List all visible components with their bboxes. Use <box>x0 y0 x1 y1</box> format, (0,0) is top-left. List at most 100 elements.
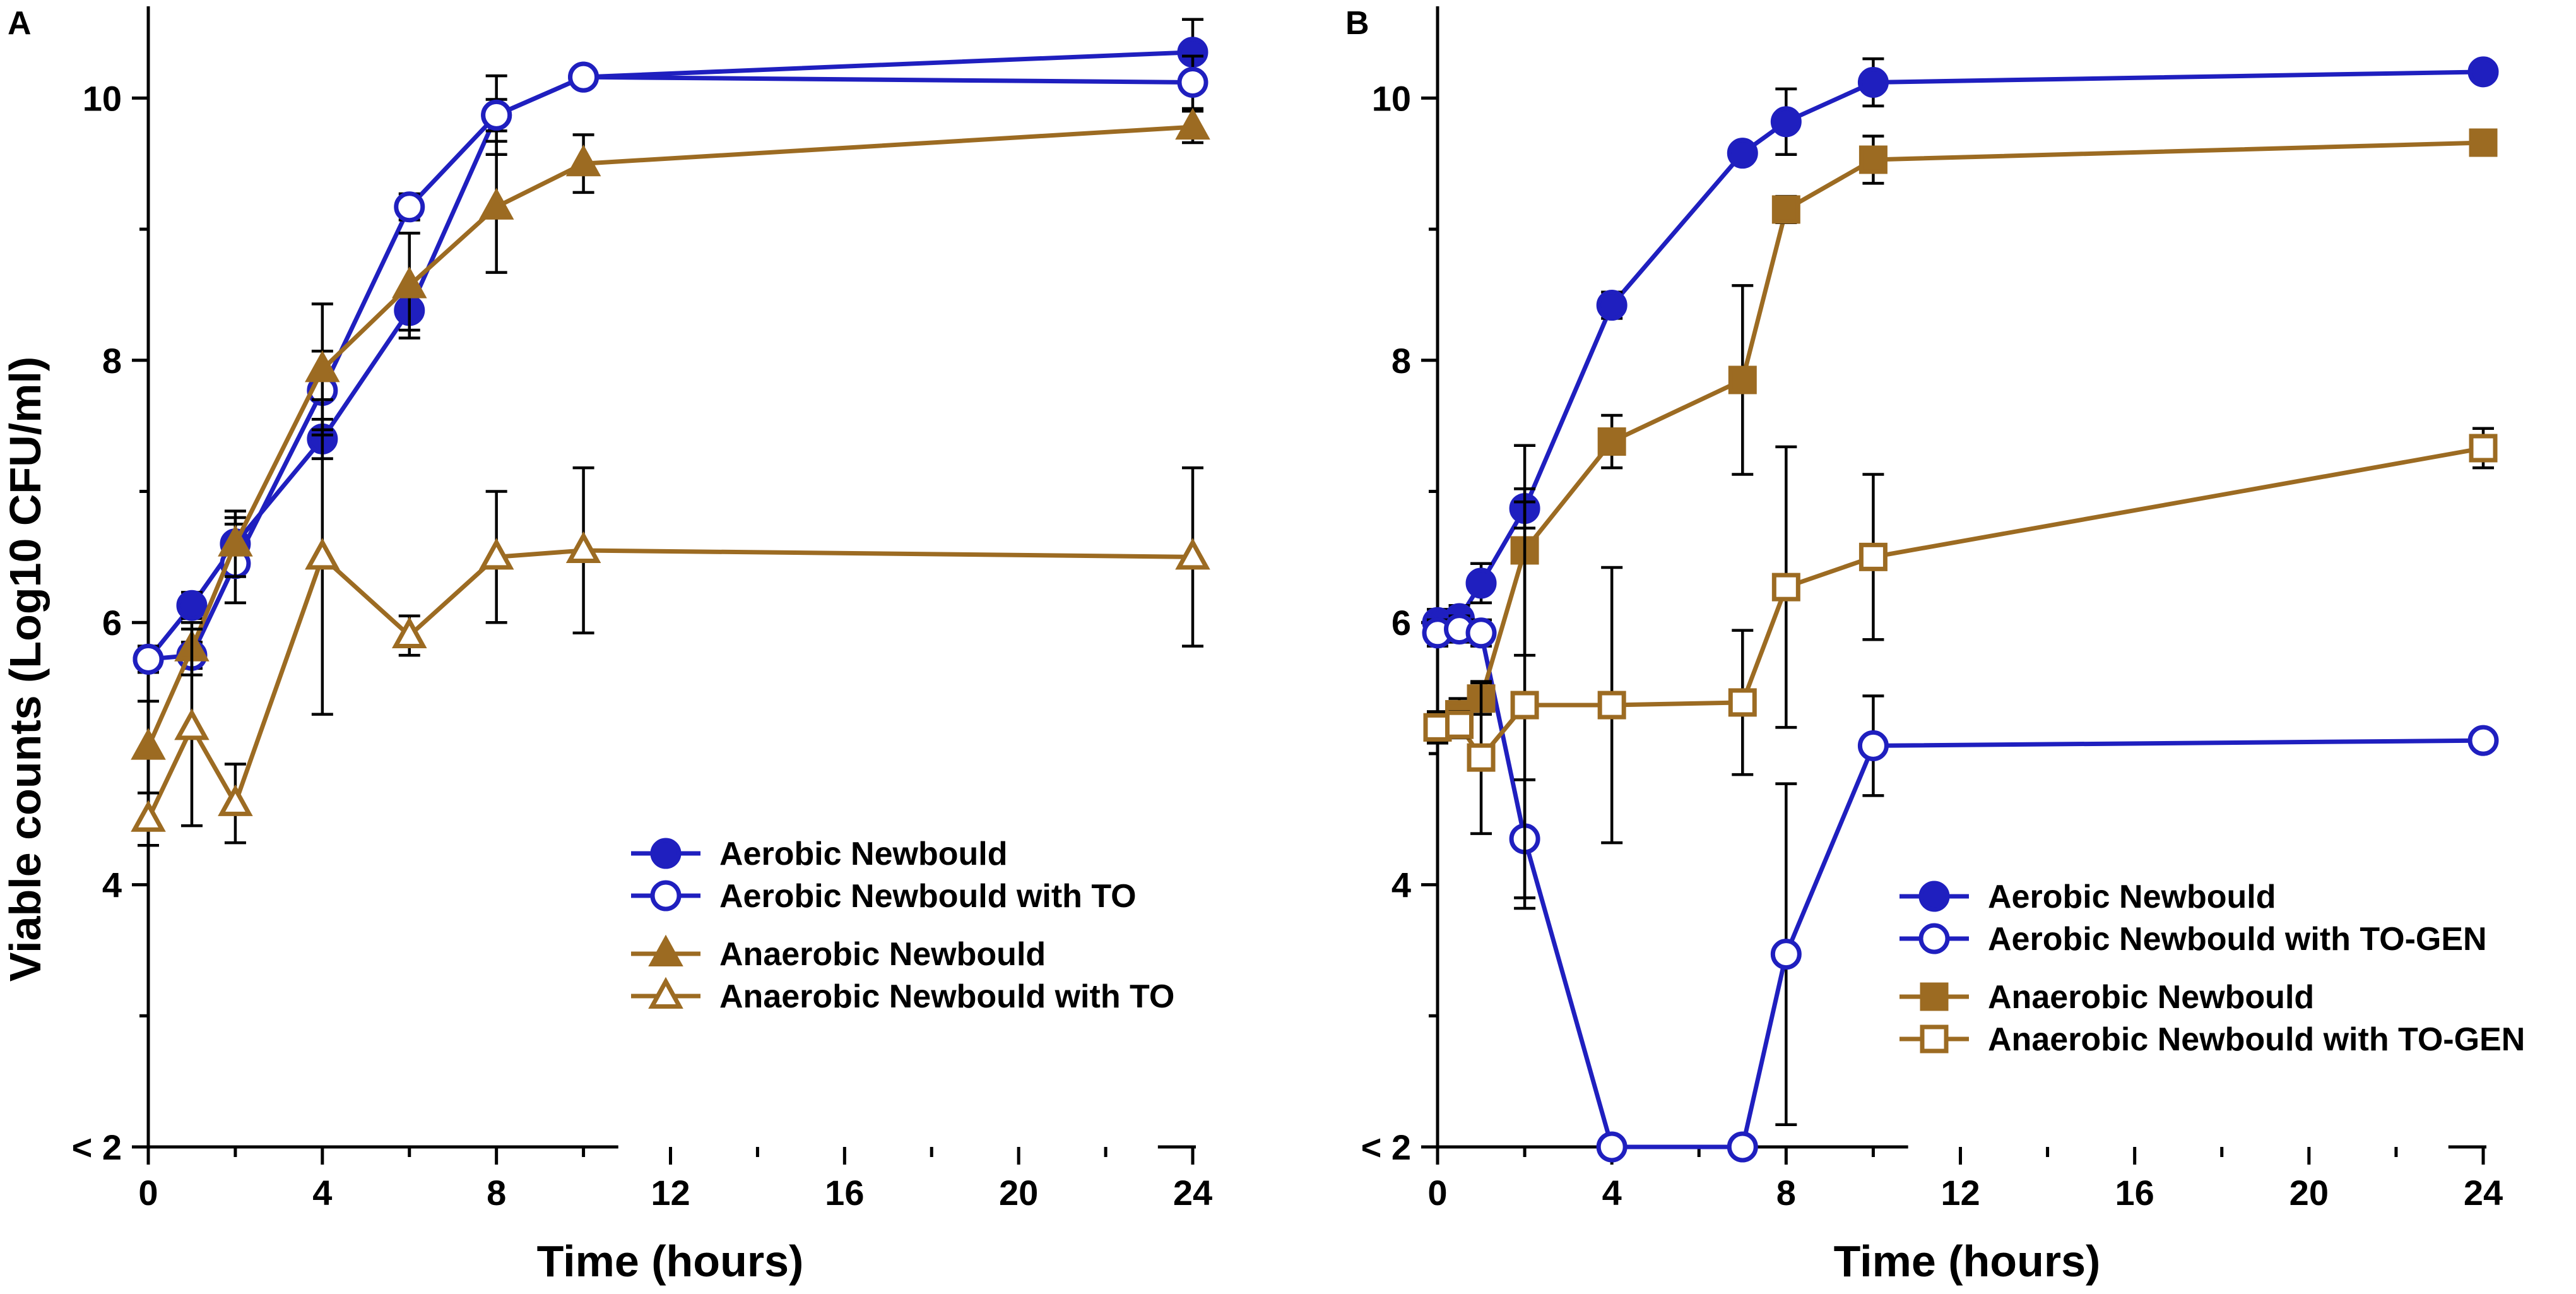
panel-b-anaerobic-newbould-with-to-gen-line <box>1437 446 2484 760</box>
panel-b-anaerobic-newbould-point <box>1771 195 1800 224</box>
panel-b-anaerobic-newbould-with-to-gen-point <box>2469 434 2498 463</box>
panel-b-legend-anaerobic-newbould-swatch-marker <box>1920 982 1949 1011</box>
panel-b-x-tick-label: 16 <box>2115 1173 2154 1213</box>
panel-b-aerobic-newbould-with-to-gen-point <box>1465 617 1497 649</box>
panel-b-axes: < 2 4 6 8 10 0 4 8 12 16 20 24 <box>1361 6 2503 1213</box>
panel-b-anaerobic-newbould-series <box>1423 128 2498 745</box>
panel-b-aerobic-newbould-point <box>2467 56 2499 88</box>
panel-a-anaerobic-newbould-point <box>391 266 427 299</box>
panel-a-aerobic-newbould-point <box>176 590 208 621</box>
panel-a-series-layer <box>131 18 1210 847</box>
panel-a-anaerobic-newbould-point <box>478 187 514 220</box>
panel-b-legend-anaerobic-newbould-with-to-gen: Anaerobic Newbould with TO-GEN <box>1900 1021 2525 1058</box>
panel-a-legend-aerobic-newbould-label: Aerobic Newbould <box>719 836 1007 872</box>
panel-b-y-tick-label: 8 <box>1391 341 1411 381</box>
panel-b-x-axis-title: Time (hours) <box>1834 1237 2101 1286</box>
panel-a-legend-anaerobic-newbould-with-to-swatch-marker <box>648 976 683 1009</box>
panel-a: A < 2 4 6 8 10 0 4 8 12 16 20 24 Time (hours) Viabl… <box>1 5 1212 1286</box>
panel-a-anaerobic-newbould-with-to-series <box>131 398 1210 847</box>
panel-b-aerobic-newbould-with-to-gen-point <box>1770 939 1802 970</box>
panel-a-legend-anaerobic-newbould-label: Anaerobic Newbould <box>719 936 1046 973</box>
panel-b-anaerobic-newbould-with-to-gen-point <box>1728 688 1757 717</box>
panel-b-anaerobic-newbould-point <box>1858 145 1888 174</box>
panel-b-x-tick-label: 12 <box>1941 1173 1980 1213</box>
panel-b-legend-anaerobic-newbould: Anaerobic Newbould <box>1900 979 2314 1016</box>
panel-a-aerobic-newbould-with-to-line <box>148 74 1193 662</box>
panel-a-anaerobic-newbould-point <box>131 728 166 760</box>
panel-b-aerobic-newbould-point <box>1770 106 1802 138</box>
panel-a-anaerobic-newbould-point <box>1175 107 1210 140</box>
panel-b-aerobic-newbould-point <box>1465 567 1497 599</box>
panel-b-aerobic-newbould-with-to-gen-point <box>1727 1131 1758 1163</box>
panel-b-aerobic-newbould-point <box>1596 290 1628 321</box>
panel-b-y-tick-label: 6 <box>1391 603 1411 643</box>
panel-b-anaerobic-newbould-with-to-gen-point <box>1597 691 1626 720</box>
panel-a-anaerobic-newbould-with-to-point <box>1175 538 1210 570</box>
panel-a-x-tick-label: 12 <box>651 1173 690 1213</box>
panel-b-legend-aerobic-newbould-with-to-gen-swatch-marker <box>1918 923 1950 954</box>
panel-a-aerobic-newbould-line <box>146 50 1193 661</box>
panel-b-legend-aerobic-newbould: Aerobic Newbould <box>1900 879 2276 915</box>
panel-a-y-tick-label: 8 <box>102 341 122 381</box>
panel-a-legend-anaerobic-newbould-with-to: Anaerobic Newbould with TO <box>631 976 1174 1015</box>
panel-a-aerobic-newbould-with-to-point <box>133 643 164 675</box>
panel-a-anaerobic-newbould-with-to-line <box>146 548 1193 821</box>
panel-a-y-tick-label: 6 <box>102 603 122 643</box>
panel-b-legend-anaerobic-newbould-with-to-gen-swatch-marker <box>1920 1024 1949 1054</box>
panel-b-legend-aerobic-newbould-with-to-gen-label: Aerobic Newbould with TO-GEN <box>1988 921 2487 958</box>
panel-b-aerobic-newbould-point <box>1857 66 1889 98</box>
panel-b-anaerobic-newbould-with-to-gen-point <box>1467 743 1496 772</box>
panel-b-y-tick-label: 4 <box>1391 865 1411 905</box>
panel-a-anaerobic-newbould-with-to-point <box>478 538 514 570</box>
panel-a-legend-aerobic-newbould-with-to-label: Aerobic Newbould with TO <box>719 878 1137 915</box>
panel-a-legend-aerobic-newbould-with-to-swatch-marker <box>650 880 682 911</box>
panel-b-anaerobic-newbould-point <box>1728 365 1757 395</box>
panel-a-anaerobic-newbould-line <box>146 124 1193 748</box>
panel-a-x-tick-label: 20 <box>999 1173 1038 1213</box>
panel-b: B < 2 4 6 8 10 0 4 8 12 16 20 24 Time (hours) Aerob… <box>1345 5 2525 1286</box>
panel-a-x-tick-label: 8 <box>487 1173 506 1213</box>
panel-b-x-tick-label: 8 <box>1776 1173 1796 1213</box>
panel-b-y-tick-label: < 2 <box>1361 1127 1411 1167</box>
panel-a-x-axis-title: Time (hours) <box>537 1237 804 1286</box>
panel-b-label: B <box>1345 5 1369 42</box>
panel-b-anaerobic-newbould-with-to-gen-point <box>1771 573 1800 602</box>
panel-b-anaerobic-newbould-point <box>1597 427 1626 456</box>
panel-a-anaerobic-newbould-with-to-point <box>565 531 601 564</box>
panel-a-x-tick-label: 0 <box>138 1173 158 1213</box>
panel-a-anaerobic-newbould-series <box>131 107 1210 795</box>
panel-b-anaerobic-newbould-with-to-gen-series <box>1423 427 2498 910</box>
panel-a-aerobic-newbould-with-to-point <box>1177 66 1208 98</box>
panel-a-legend: Aerobic Newbould Aerobic Newbould with TO… <box>631 836 1174 1015</box>
panel-b-legend-aerobic-newbould-label: Aerobic Newbould <box>1988 879 2276 915</box>
panel-b-aerobic-newbould-series <box>1422 56 2499 638</box>
panel-b-aerobic-newbould-with-to-gen-point <box>2467 725 2499 756</box>
panel-a-anaerobic-newbould-with-to-point <box>305 538 340 570</box>
panel-a-anaerobic-newbould-with-to-point <box>218 784 253 816</box>
panel-a-legend-aerobic-newbould: Aerobic Newbould <box>631 836 1007 872</box>
panel-a-y-tick-label: 4 <box>102 865 122 905</box>
panel-a-aerobic-newbould-with-to-series <box>133 54 1208 675</box>
panel-b-y-tick-label: 10 <box>1372 78 1411 118</box>
panel-b-legend-anaerobic-newbould-with-to-gen-label: Anaerobic Newbould with TO-GEN <box>1988 1021 2525 1058</box>
panel-a-legend-aerobic-newbould-with-to: Aerobic Newbould with TO <box>631 878 1137 915</box>
panel-a-legend-anaerobic-newbould-swatch-marker <box>648 934 683 967</box>
panel-b-aerobic-newbould-with-to-gen-series <box>1422 614 2499 1163</box>
panel-b-x-tick-label: 24 <box>2464 1173 2503 1213</box>
panel-b-x-tick-label: 20 <box>2289 1173 2329 1213</box>
panel-a-x-tick-label: 24 <box>1173 1173 1212 1213</box>
panel-b-x-tick-label: 4 <box>1602 1173 1622 1213</box>
panel-a-anaerobic-newbould-with-to-point <box>391 616 427 649</box>
panel-a-anaerobic-newbould-with-to-point <box>131 800 166 832</box>
panel-a-aerobic-newbould-series <box>133 18 1208 675</box>
panel-b-legend-aerobic-newbould-with-to-gen: Aerobic Newbould with TO-GEN <box>1900 921 2487 958</box>
panel-b-x-tick-label: 0 <box>1427 1173 1447 1213</box>
panel-a-x-tick-label: 4 <box>312 1173 332 1213</box>
y-axis-title: Viable counts (Log10 CFU/ml) <box>1 357 50 982</box>
panel-a-anaerobic-newbould-with-to-point <box>174 708 210 740</box>
panel-b-legend: Aerobic Newbould Aerobic Newbould with TO… <box>1900 879 2525 1058</box>
panel-b-legend-aerobic-newbould-swatch-marker <box>1918 881 1950 912</box>
panel-a-x-tick-label: 16 <box>825 1173 864 1213</box>
panel-a-legend-anaerobic-newbould-with-to-label: Anaerobic Newbould with TO <box>719 978 1174 1015</box>
